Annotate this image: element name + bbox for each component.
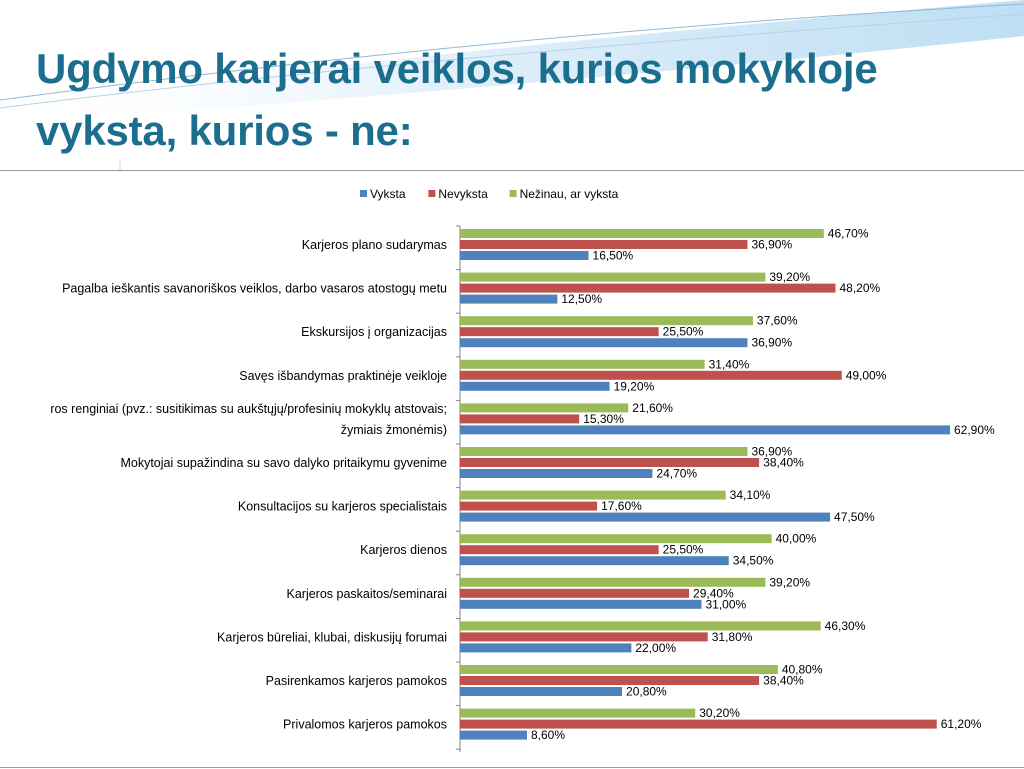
- data-label: 12,50%: [561, 292, 602, 306]
- data-label: 25,50%: [663, 325, 704, 339]
- bar-nevyksta: [460, 240, 748, 249]
- data-label: 24,70%: [656, 467, 697, 481]
- bar-nezinau: [460, 403, 629, 413]
- bar-nezinau: [460, 621, 821, 631]
- bar-vyksta: [460, 687, 623, 696]
- category-label: ros renginiai (pvz.: susitikimas su aukš…: [50, 402, 447, 416]
- bar-vyksta: [460, 294, 558, 304]
- data-label: 47,50%: [834, 510, 875, 524]
- bar-vyksta: [460, 469, 653, 478]
- bar-nezinau: [460, 316, 753, 326]
- data-label: 46,70%: [828, 227, 869, 241]
- category-label: Pasirenkamos karjeros pamokos: [266, 674, 447, 688]
- bar-vyksta: [460, 425, 950, 435]
- bar-vyksta: [460, 643, 632, 653]
- data-label: 29,40%: [693, 586, 734, 600]
- data-label: 38,40%: [763, 456, 804, 470]
- bar-nezinau: [460, 490, 726, 500]
- data-label: 36,90%: [751, 445, 792, 459]
- legend-label-0: Vyksta: [370, 187, 406, 201]
- bar-chart: Vyksta Nevyksta Nežinau, ar vyksta 46,70% 36…: [50, 187, 995, 753]
- slide-title: Ugdymo karjerai veiklos, kurios mokykloj…: [36, 38, 1016, 162]
- data-label: 36,90%: [751, 336, 792, 350]
- bar-nezinau: [460, 447, 748, 456]
- bar-vyksta: [460, 381, 610, 391]
- bar-nevyksta: [460, 632, 708, 642]
- data-label: 49,00%: [846, 368, 887, 382]
- category-label: Konsultacijos su karjeros specialistais: [238, 500, 447, 514]
- data-label: 39,20%: [769, 270, 810, 284]
- data-label: 15,30%: [583, 412, 624, 426]
- bar-vyksta: [460, 338, 748, 348]
- data-label: 30,20%: [699, 706, 740, 720]
- category-label: žymiais žmonėmis): [341, 423, 447, 437]
- data-label: 61,20%: [941, 717, 982, 731]
- bar-nevyksta: [460, 588, 690, 598]
- data-label: 25,50%: [663, 543, 704, 557]
- bar-nevyksta: [460, 327, 659, 337]
- bar-vyksta: [460, 730, 527, 740]
- data-label: 62,90%: [954, 423, 995, 437]
- bar-vyksta: [460, 251, 589, 260]
- data-label: 31,40%: [709, 357, 750, 371]
- bar-nezinau: [460, 229, 824, 238]
- data-label: 37,60%: [757, 314, 798, 328]
- data-label: 19,20%: [614, 379, 655, 393]
- data-label: 20,80%: [626, 685, 667, 699]
- category-label: Pagalba ieškantis savanoriškos veiklos, …: [62, 282, 447, 296]
- bar-nevyksta: [460, 414, 580, 424]
- data-label: 31,80%: [712, 630, 753, 644]
- legend-swatch-0: [360, 190, 367, 197]
- data-label: 40,00%: [776, 532, 817, 546]
- bar-nezinau: [460, 665, 778, 674]
- data-label: 16,50%: [593, 249, 634, 263]
- category-label: Karjeros plano sudarymas: [302, 238, 447, 252]
- category-label: Karjeros dienos: [360, 543, 447, 557]
- data-label: 17,60%: [601, 499, 642, 513]
- category-label: Savęs išbandymas praktinėje veikloje: [239, 369, 447, 383]
- data-label: 40,80%: [782, 663, 823, 677]
- category-label: Karjeros paskaitos/seminarai: [287, 587, 448, 601]
- bar-nezinau: [460, 272, 766, 282]
- bar-nevyksta: [460, 545, 659, 555]
- chart-legend: Vyksta Nevyksta Nežinau, ar vyksta: [360, 187, 619, 201]
- data-label: 21,60%: [632, 401, 673, 415]
- data-label: 39,20%: [769, 575, 810, 589]
- bar-vyksta: [460, 512, 831, 522]
- bar-nezinau: [460, 708, 696, 718]
- data-label: 31,00%: [705, 597, 746, 611]
- legend-label-2: Nežinau, ar vyksta: [520, 187, 619, 201]
- bar-nezinau: [460, 577, 766, 587]
- bar-vyksta: [460, 599, 702, 609]
- chart-frame: Vyksta Nevyksta Nežinau, ar vyksta 46,70% 36…: [0, 170, 1024, 768]
- legend-swatch-1: [428, 190, 436, 197]
- category-label: Mokytojai supažindina su savo dalyko pri…: [120, 456, 447, 470]
- bar-nevyksta: [460, 676, 760, 685]
- bar-nevyksta: [460, 458, 760, 467]
- category-label: Karjeros būreliai, klubai, diskusijų for…: [217, 630, 447, 644]
- bar-nevyksta: [460, 501, 598, 511]
- data-label: 46,30%: [825, 619, 866, 633]
- data-label: 34,10%: [730, 488, 771, 502]
- legend-swatch-2: [509, 190, 517, 197]
- bar-nezinau: [460, 534, 772, 544]
- bar-nevyksta: [460, 370, 842, 380]
- slide-title-line-1: Ugdymo karjerai veiklos, kurios mokykloj…: [36, 45, 878, 92]
- bar-nezinau: [460, 359, 705, 369]
- legend-label-1: Nevyksta: [438, 187, 488, 201]
- data-label: 22,00%: [635, 641, 676, 655]
- data-label: 36,90%: [751, 238, 792, 252]
- data-label: 38,40%: [763, 674, 804, 688]
- data-label: 48,20%: [839, 281, 880, 295]
- bar-nevyksta: [460, 283, 836, 293]
- data-label: 34,50%: [733, 554, 774, 568]
- bar-nevyksta: [460, 719, 937, 729]
- category-label: Privalomos karjeros pamokos: [283, 718, 447, 732]
- data-label: 8,60%: [531, 728, 565, 742]
- category-label: Ekskursijos į organizacijas: [301, 325, 447, 339]
- bar-vyksta: [460, 556, 729, 566]
- slide-title-line-2: vyksta, kurios - ne:: [36, 107, 413, 154]
